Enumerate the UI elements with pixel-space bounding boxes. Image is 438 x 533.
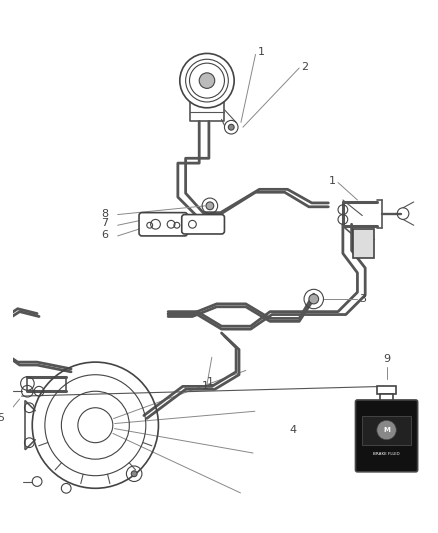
Text: M: M (383, 427, 390, 433)
Text: 4: 4 (290, 425, 297, 435)
Text: 2: 2 (301, 62, 308, 72)
Circle shape (131, 471, 137, 477)
FancyBboxPatch shape (182, 215, 224, 234)
Text: 1: 1 (201, 382, 208, 391)
Bar (380, 394, 393, 402)
Bar (353, 229, 374, 259)
FancyBboxPatch shape (356, 400, 417, 472)
Text: 3: 3 (359, 294, 366, 304)
Bar (362, 416, 411, 445)
Text: 8: 8 (101, 208, 108, 219)
Circle shape (309, 294, 318, 304)
Circle shape (206, 202, 214, 209)
FancyBboxPatch shape (139, 213, 187, 236)
Text: 5: 5 (0, 414, 4, 423)
Text: 1: 1 (206, 376, 213, 386)
Text: 1: 1 (329, 175, 336, 185)
Circle shape (228, 124, 234, 130)
Bar (377, 386, 396, 394)
Text: BRAKE FLUID: BRAKE FLUID (373, 453, 400, 456)
Text: 1: 1 (258, 47, 265, 58)
Circle shape (199, 73, 215, 88)
Text: 6: 6 (101, 230, 108, 240)
Circle shape (377, 421, 396, 440)
Text: 9: 9 (383, 354, 390, 364)
Text: 7: 7 (101, 219, 108, 228)
